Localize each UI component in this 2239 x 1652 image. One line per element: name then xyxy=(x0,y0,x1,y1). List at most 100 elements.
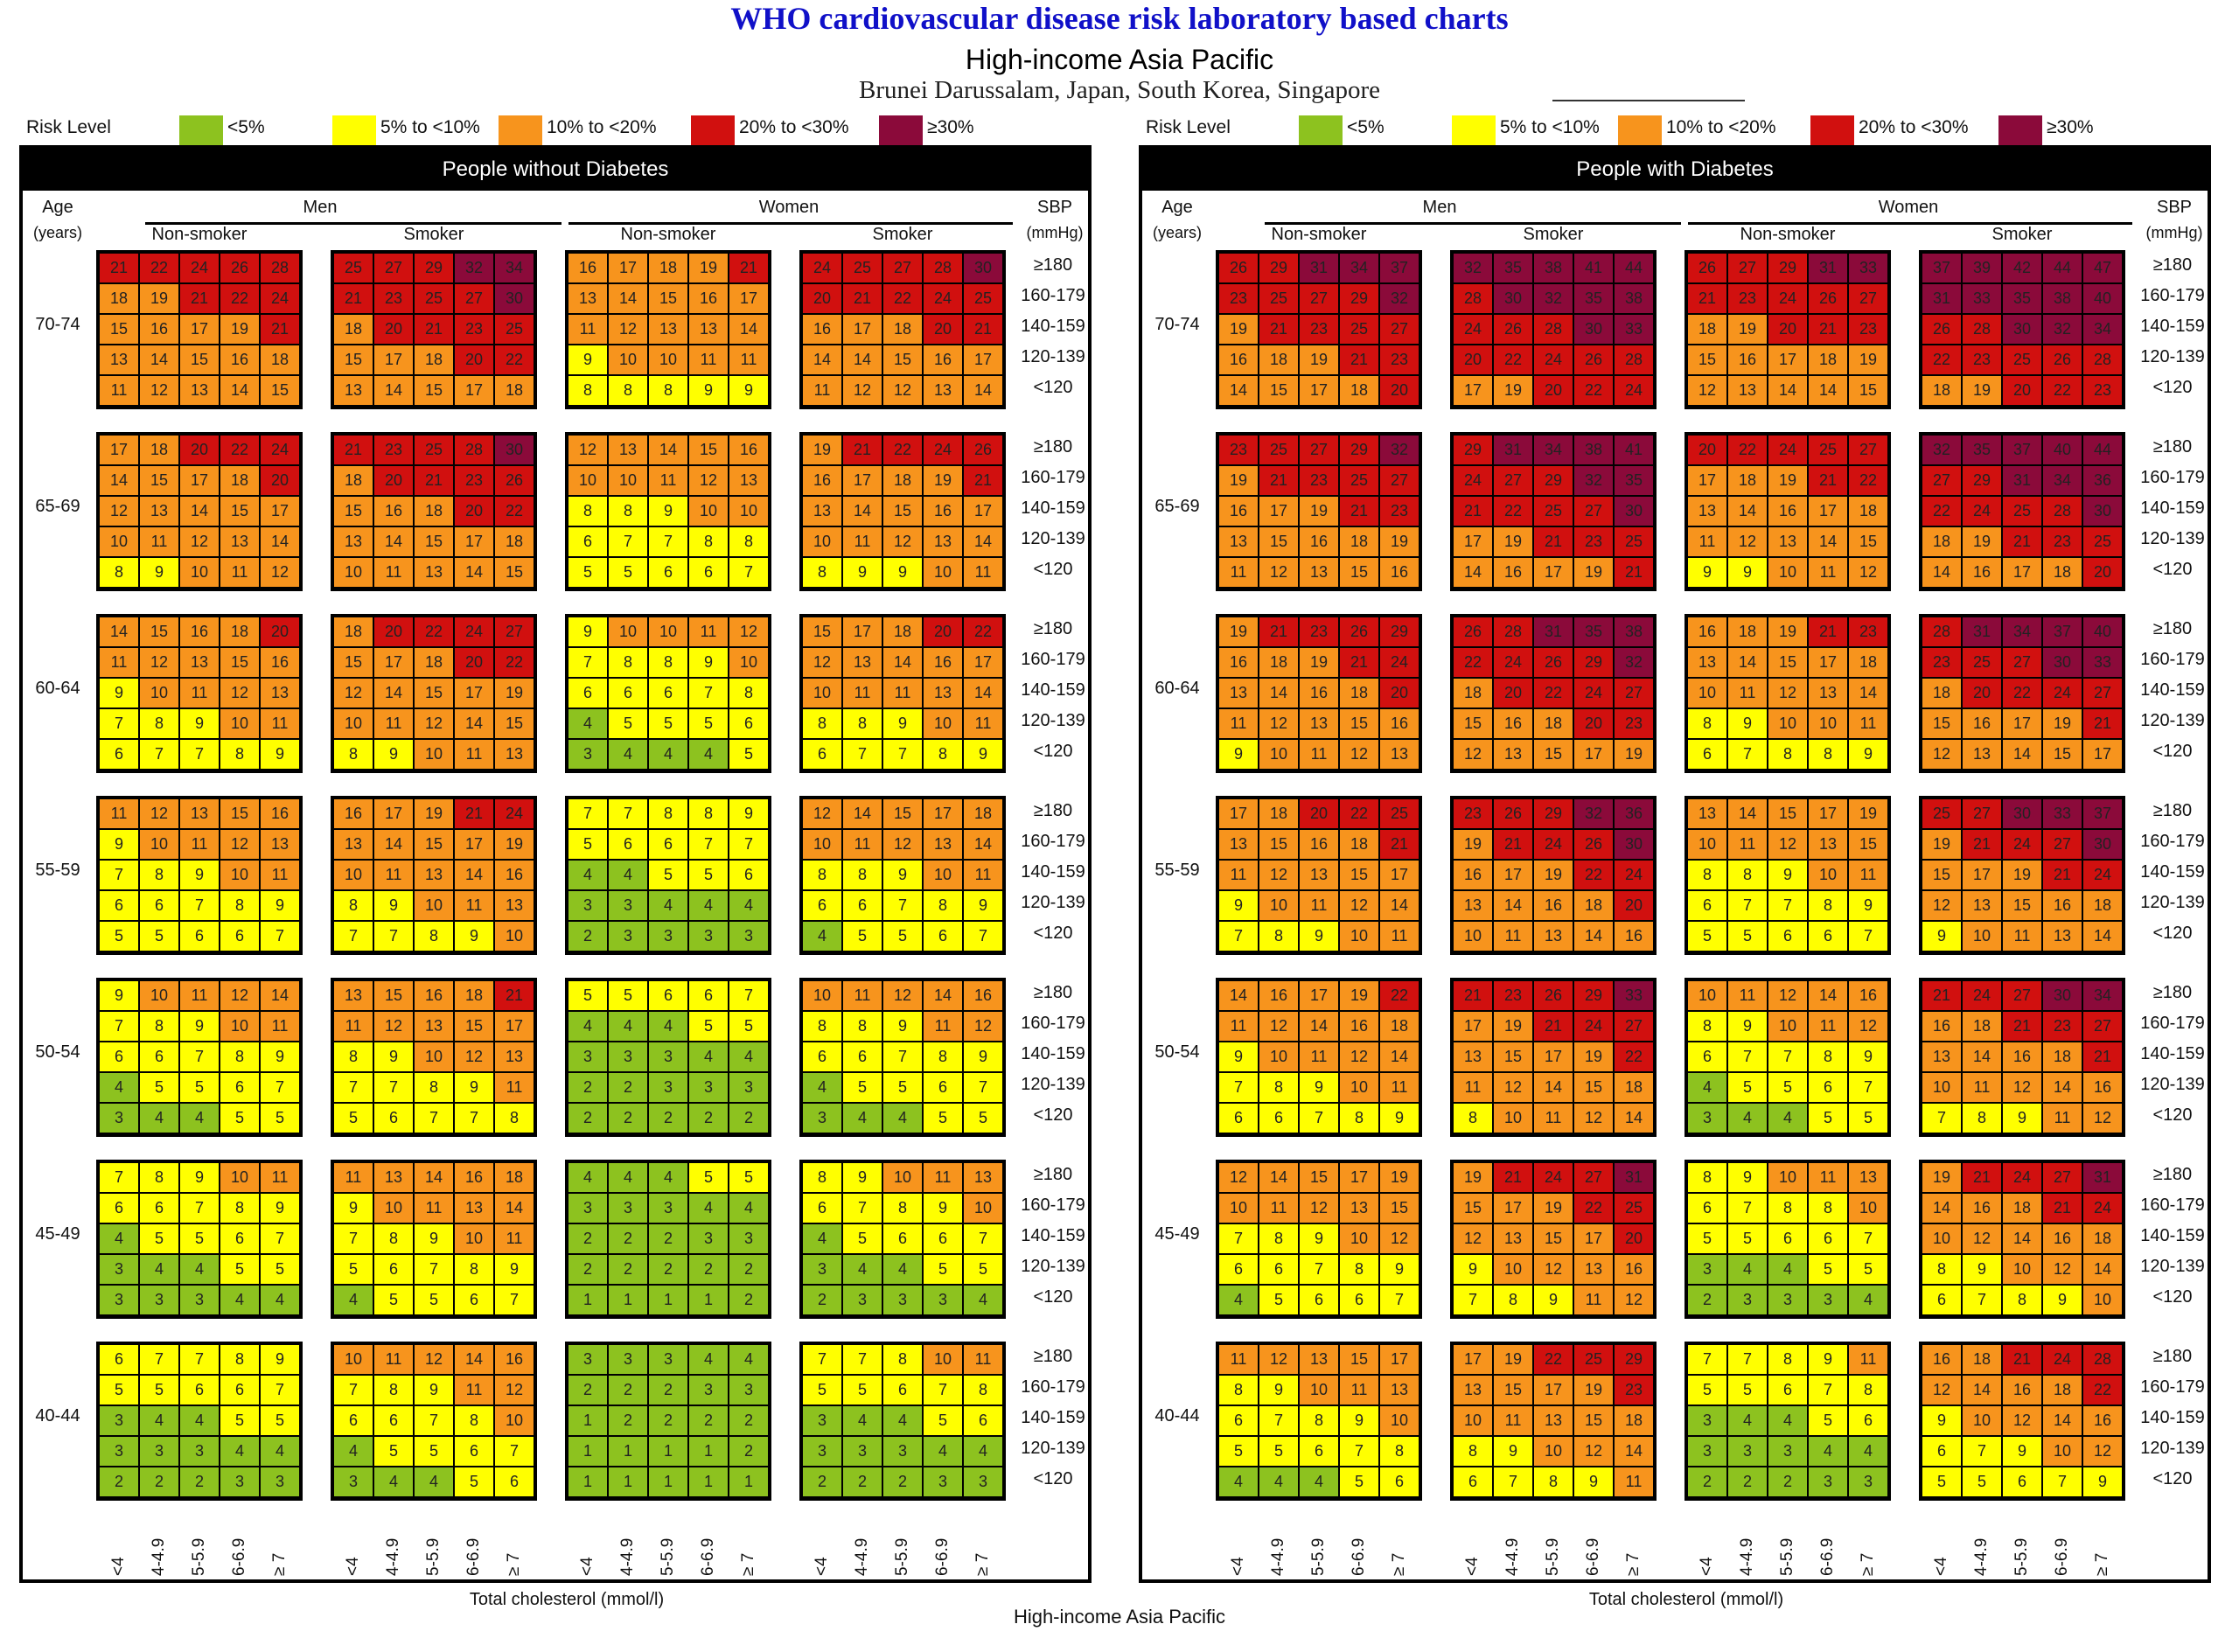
risk-cell: 38 xyxy=(1615,284,1653,313)
risk-cell: 12 xyxy=(1849,558,1887,587)
risk-cell: 7 xyxy=(1728,740,1767,769)
risk-cell: 12 xyxy=(2083,1437,2122,1466)
risk-cell: 14 xyxy=(455,709,493,738)
risk-cell: 11 xyxy=(843,679,882,708)
sbp-row-label: 120-139 xyxy=(1021,1439,1085,1458)
risk-cell: 16 xyxy=(1615,922,1653,951)
risk-cell: 21 xyxy=(2043,861,2082,889)
risk-row: 12 14 15 17 19 xyxy=(1219,1163,1419,1194)
risk-cell: 10 xyxy=(1259,740,1298,769)
risk-cell: 32 xyxy=(1380,436,1419,464)
risk-cell: 26 xyxy=(1688,254,1726,282)
risk-cell: 7 xyxy=(334,1376,373,1405)
risk-row: 8 8 9 10 11 xyxy=(803,861,1002,891)
risk-cell: 3 xyxy=(843,1437,882,1466)
risk-cell: 31 xyxy=(1494,436,1532,464)
risk-cell: 44 xyxy=(2043,254,2082,282)
risk-cell: 10 xyxy=(495,1406,534,1435)
risk-cell: 7 xyxy=(568,799,607,828)
risk-cell: 6 xyxy=(1219,1406,1258,1435)
risk-cell: 8 xyxy=(334,1042,373,1071)
risk-cell: 34 xyxy=(2083,315,2122,344)
risk-cell: 15 xyxy=(334,345,373,374)
risk-row: 17 18 19 21 22 xyxy=(1688,466,1887,497)
risk-cell: 7 xyxy=(964,1224,1002,1253)
risk-cell: 18 xyxy=(1809,345,1847,374)
risk-cell: 15 xyxy=(883,345,922,374)
sbp-row-label: 120-139 xyxy=(2140,347,2205,366)
risk-cell: 6 xyxy=(803,891,841,920)
sbp-row-label: 140-159 xyxy=(1021,680,1085,700)
risk-cell: 12 xyxy=(261,558,299,587)
risk-cell: 14 xyxy=(1454,558,1492,587)
risk-cell: 20 xyxy=(1454,345,1492,374)
risk-cell: 9 xyxy=(495,1255,534,1284)
risk-cell: 8 xyxy=(1768,740,1807,769)
risk-row: 12 13 15 17 19 xyxy=(1454,740,1653,770)
risk-cell: 15 xyxy=(1849,830,1887,859)
risk-cell: 7 xyxy=(180,891,219,920)
sbp-row-label: 120-139 xyxy=(1021,711,1085,730)
risk-cell: 2 xyxy=(729,1255,768,1284)
risk-cell: 8 xyxy=(1688,1012,1726,1041)
risk-row: 18 19 21 22 24 xyxy=(100,284,299,315)
risk-cell: 24 xyxy=(1454,466,1492,495)
risk-cell: 16 xyxy=(1219,648,1258,677)
risk-row: 11 12 13 15 17 xyxy=(334,1012,534,1042)
risk-cell: 8 xyxy=(924,891,962,920)
risk-block: 19 21 24 27 31 14 16 18 21 24 10 12 14 16 18 8 9 10 12 14 6 7… xyxy=(1919,1160,2125,1319)
risk-cell: 18 xyxy=(455,981,493,1010)
risk-cell: 16 xyxy=(334,799,373,828)
risk-cell: 9 xyxy=(1768,861,1807,889)
risk-cell: 14 xyxy=(1259,679,1298,708)
risk-cell: 24 xyxy=(1534,830,1573,859)
risk-cell: 35 xyxy=(1494,254,1532,282)
risk-row: 19 21 22 24 26 xyxy=(803,436,1002,466)
risk-cell: 24 xyxy=(1768,284,1807,313)
risk-cell: 5 xyxy=(220,1406,259,1435)
risk-block: 12 14 15 17 19 10 11 12 13 15 7 8 9 10 12 6 6 7 8 9 4 5 6 6 7 xyxy=(1216,1160,1422,1319)
risk-cell: 9 xyxy=(1534,1286,1573,1314)
risk-cell: 10 xyxy=(1259,891,1298,920)
risk-cell: 18 xyxy=(2083,891,2122,920)
risk-cell: 17 xyxy=(924,799,962,828)
risk-cell: 23 xyxy=(1380,345,1419,374)
risk-cell: 8 xyxy=(1809,891,1847,920)
risk-cell: 11 xyxy=(220,558,259,587)
risk-cell: 3 xyxy=(609,1042,647,1071)
risk-cell: 19 xyxy=(495,830,534,859)
risk-cell: 8 xyxy=(729,527,768,556)
risk-cell: 37 xyxy=(1380,254,1419,282)
risk-row: 12 13 14 15 17 xyxy=(1922,740,2122,770)
risk-cell: 1 xyxy=(568,1437,607,1466)
risk-block: 32 35 38 41 44 28 30 32 35 38 24 26 28 30 33 20 22 24 26 28… xyxy=(1450,250,1657,409)
risk-cell: 9 xyxy=(1849,740,1887,769)
risk-cell: 10 xyxy=(2043,1437,2082,1466)
risk-cell: 19 xyxy=(1380,1163,1419,1192)
risk-cell: 5 xyxy=(568,981,607,1010)
risk-cell: 44 xyxy=(2083,436,2122,464)
risk-cell: 10 xyxy=(924,861,962,889)
risk-cell: 21 xyxy=(964,466,1002,495)
risk-cell: 1 xyxy=(609,1467,647,1496)
risk-row: 7 8 9 10 11 xyxy=(1219,922,1419,952)
cholesterol-label: <4 xyxy=(578,1557,596,1576)
risk-cell: 7 xyxy=(180,1194,219,1223)
risk-cell: 17 xyxy=(843,315,882,344)
risk-cell: 31 xyxy=(1300,254,1338,282)
risk-cell: 28 xyxy=(1494,617,1532,646)
risk-cell: 3 xyxy=(140,1437,178,1466)
risk-cell: 3 xyxy=(609,891,647,920)
cholesterol-label: 6-6.9 xyxy=(933,1537,952,1576)
risk-cell: 18 xyxy=(883,315,922,344)
risk-cell: 7 xyxy=(415,1104,453,1133)
risk-cell: 15 xyxy=(220,497,259,526)
risk-cell: 21 xyxy=(2083,709,2122,738)
risk-cell: 8 xyxy=(220,1042,259,1071)
women-rule xyxy=(568,222,1013,225)
risk-cell: 13 xyxy=(334,376,373,405)
